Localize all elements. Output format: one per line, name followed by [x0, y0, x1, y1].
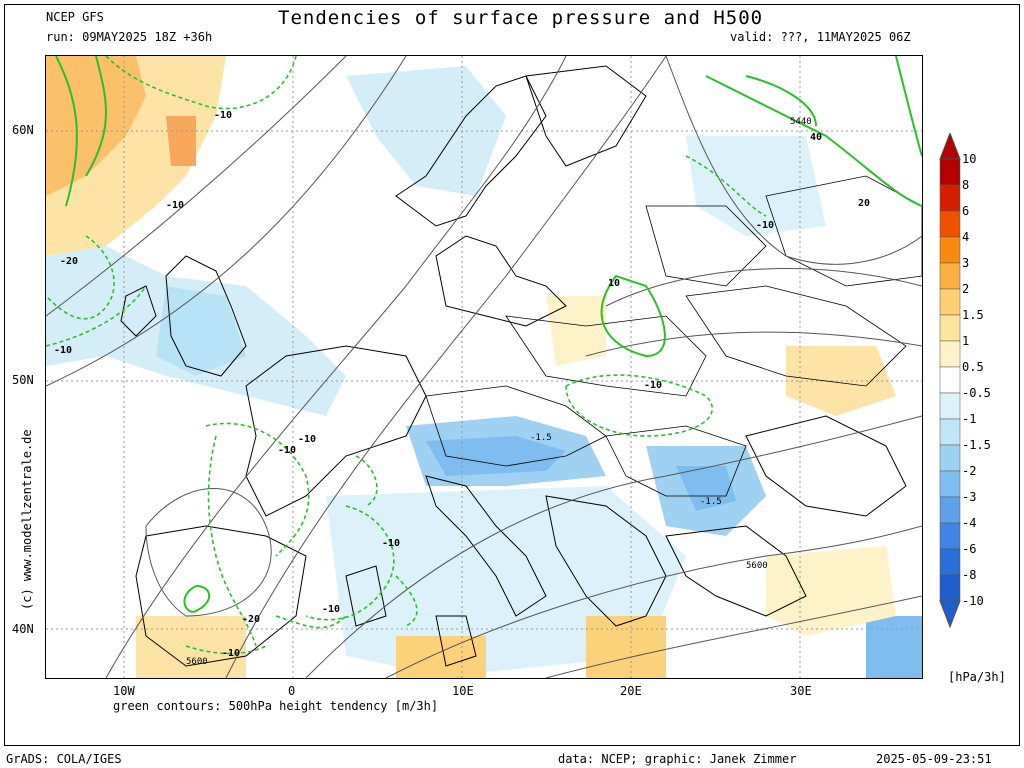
- colorbar-tick-label: 10: [962, 152, 977, 166]
- contour-label: -10: [222, 648, 240, 659]
- height-label: 5600: [746, 561, 768, 571]
- colorbar-tick-label: 4: [962, 230, 970, 244]
- colorbar-swatch: [939, 210, 961, 238]
- lon-label-30e: 30E: [790, 684, 812, 698]
- data-credit: data: NCEP; graphic: Janek Zimmer: [558, 752, 797, 766]
- lon-label-0: 0: [288, 684, 296, 698]
- contour-label-group: -10 -10 -20 -10 -10 -10 -10 -10 -20 -10 …: [54, 110, 870, 659]
- pressure-label: -1.5: [530, 433, 552, 443]
- contour-label: -10: [382, 538, 400, 549]
- warm-area-nw-core2: [166, 116, 196, 166]
- colorbar-tick-label: 0.5: [962, 360, 984, 374]
- colorbar-bottom-arrow: [939, 600, 961, 629]
- coastlines: [120, 65, 907, 667]
- colorbar-tick-label: -10: [962, 594, 984, 608]
- lon-label-10e: 10E: [452, 684, 474, 698]
- lon-label-20e: 20E: [620, 684, 642, 698]
- chart-title: Tendencies of surface pressure and H500: [278, 7, 764, 29]
- colorbar-tick-label: 1: [962, 334, 970, 348]
- weather-map: -10 -10 -20 -10 -10 -10 -10 -10 -20 -10 …: [45, 55, 923, 679]
- colorbar-swatch: [939, 392, 961, 420]
- contour-label: 40: [810, 132, 822, 143]
- colorbar-tick-label: -1: [962, 412, 977, 426]
- contour-label: 20: [858, 198, 870, 209]
- colorbar: [939, 133, 961, 629]
- colorbar-tick-label: 3: [962, 256, 970, 270]
- colorbar-swatch: [939, 184, 961, 212]
- colorbar-tick-label: -3: [962, 490, 977, 504]
- colorbar-swatch: [939, 262, 961, 290]
- tendency-contours-positive: [55, 56, 922, 613]
- colorbar-top-arrow: [939, 133, 961, 160]
- colorbar-swatch: [939, 288, 961, 316]
- colorbar-tick-label: 8: [962, 178, 970, 192]
- colorbar-swatch: [939, 236, 961, 264]
- colorbar-tick-label: -1.5: [962, 438, 991, 452]
- contour-label: -20: [242, 614, 260, 625]
- colorbar-swatch: [939, 366, 961, 394]
- contour-label: -10: [322, 604, 340, 615]
- colorbar-tick-label: 1.5: [962, 308, 984, 322]
- cool-area-se: [866, 616, 922, 678]
- colorbar-unit: [hPa/3h]: [948, 670, 1006, 684]
- height-label: 5600: [186, 657, 208, 667]
- lon-label-10w: 10W: [113, 684, 135, 698]
- colorbar-tick-label: -8: [962, 568, 977, 582]
- colorbar-swatch: [939, 158, 961, 186]
- cool-area-alps-core: [426, 436, 566, 476]
- run-info: run: 09MAY2025 18Z +36h: [46, 30, 213, 44]
- colorbar-swatch: [939, 548, 961, 576]
- colorbar-swatch: [939, 496, 961, 524]
- lat-label-60n: 60N: [12, 123, 34, 137]
- tendency-contours-negative: [46, 56, 767, 655]
- colorbar-swatch: [939, 522, 961, 550]
- colorbar-tick-label: -4: [962, 516, 977, 530]
- contour-label: -10: [214, 110, 232, 121]
- valid-time: valid: ???, 11MAY2025 06Z: [730, 30, 911, 44]
- contour-label: -10: [278, 445, 296, 456]
- colorbar-tick-label: 2: [962, 282, 970, 296]
- contour-label: -10: [298, 434, 316, 445]
- warm-area-greece: [586, 616, 666, 678]
- contour-label: -10: [644, 380, 662, 391]
- warm-area-iberia: [136, 616, 246, 678]
- contour-label: -10: [756, 220, 774, 231]
- cool-area-balkans-core: [676, 466, 736, 511]
- warm-area-southeast: [766, 546, 896, 636]
- lat-label-40n: 40N: [12, 622, 34, 636]
- cool-area-russia: [686, 136, 826, 236]
- grid-lines: [46, 56, 922, 678]
- colorbar-tick-label: -6: [962, 542, 977, 556]
- contour-label: -10: [166, 200, 184, 211]
- colorbar-tick-label: -2: [962, 464, 977, 478]
- colorbar-swatch: [939, 470, 961, 498]
- colorbar-swatch: [939, 340, 961, 368]
- height-label: 5440: [790, 117, 812, 127]
- contour-label: -20: [60, 256, 78, 267]
- legend-note: green contours: 500hPa height tendency […: [113, 699, 439, 713]
- model-name: NCEP GFS: [46, 10, 104, 24]
- contour-label: 10: [608, 278, 620, 289]
- h500-contours: [46, 56, 922, 678]
- map-svg: -10 -10 -20 -10 -10 -10 -10 -10 -20 -10 …: [46, 56, 922, 678]
- grads-credit: GrADS: COLA/IGES: [6, 752, 122, 766]
- timestamp: 2025-05-09-23:51: [876, 752, 992, 766]
- pressure-label: -1.5: [700, 497, 722, 507]
- warm-area-africa: [396, 636, 486, 678]
- watermark: (c) www.modellzentrale.de: [20, 429, 34, 610]
- height-label-group: 5440 5600 5600 -1.5 -1.5: [186, 117, 812, 667]
- lat-label-50n: 50N: [12, 373, 34, 387]
- contour-label: -10: [54, 345, 72, 356]
- colorbar-tick-label: -0.5: [962, 386, 991, 400]
- colorbar-swatch: [939, 444, 961, 472]
- colorbar-swatch: [939, 314, 961, 342]
- warm-area-poland: [546, 296, 606, 366]
- colorbar-swatch: [939, 574, 961, 602]
- colorbar-tick-label: 6: [962, 204, 970, 218]
- plot-frame: [4, 4, 1020, 746]
- colorbar-swatch: [939, 418, 961, 446]
